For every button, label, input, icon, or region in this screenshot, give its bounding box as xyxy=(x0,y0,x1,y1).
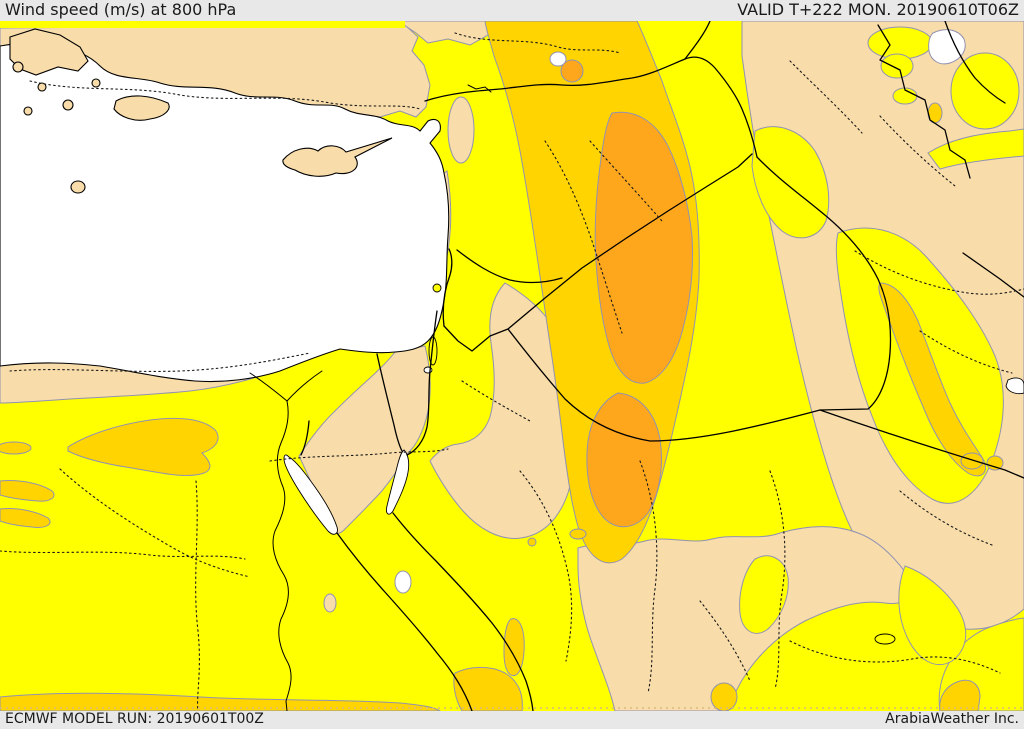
admin-syria-2 xyxy=(589,140,663,222)
saudi-orange-core xyxy=(586,392,662,528)
islet-1 xyxy=(12,61,24,73)
admin-south-1 xyxy=(789,640,1001,674)
ne-yellow-patch-2 xyxy=(950,52,1020,130)
ne-border-segment-2 xyxy=(877,24,971,179)
admin-egypt-diagonal xyxy=(59,468,251,578)
islet-2 xyxy=(37,82,47,92)
islet-3 xyxy=(62,99,74,111)
egypt-gold-sliver-3 xyxy=(0,508,51,528)
suez-canal xyxy=(300,420,310,456)
gulfs-and-lakes xyxy=(283,29,1024,645)
nile-delta-west-branch xyxy=(249,372,288,402)
red-sea-east-coast xyxy=(392,512,534,711)
iraq-orange-core xyxy=(594,111,693,384)
admin-syria-1 xyxy=(544,140,623,334)
syrian-coast-tan xyxy=(447,96,475,164)
admin-saudi-1 xyxy=(519,470,573,662)
sea-of-galilee xyxy=(432,283,442,293)
red-sea-gold-south xyxy=(453,666,523,711)
gulf-of-aqaba xyxy=(386,449,410,515)
red-sea-tan-islet xyxy=(323,593,337,613)
admin-jordan xyxy=(461,380,531,422)
admin-iran-4 xyxy=(919,330,1013,374)
israel-jordan-border xyxy=(406,310,438,456)
islet-5 xyxy=(23,106,33,116)
ne-yellow-oval-1 xyxy=(880,53,914,79)
model-run-label: ECMWF MODEL RUN: 20190601T00Z xyxy=(5,711,264,727)
islet-4 xyxy=(91,78,101,88)
egypt-gold-sliver-1 xyxy=(0,441,32,455)
islands-and-coast-overlays xyxy=(9,28,393,194)
red-sea-gold-strip xyxy=(503,618,525,677)
corner-gold-blob xyxy=(939,679,981,711)
admin-boundaries xyxy=(0,32,1024,711)
footer-bar: ECMWF MODEL RUN: 20190601T00Z ArabiaWeat… xyxy=(0,711,1024,729)
admin-south-2 xyxy=(699,600,751,682)
admin-egypt-horizontal xyxy=(0,550,246,560)
very-strong-band-regions xyxy=(560,59,693,528)
south-yellow-channel xyxy=(898,565,967,666)
egypt-gold-sliver-2 xyxy=(0,480,55,502)
islet-6 xyxy=(70,180,86,194)
admin-iran-3 xyxy=(854,250,1024,295)
wind-speed-map-svg xyxy=(0,21,1024,711)
admin-sinai xyxy=(269,448,449,462)
egypt-gold-main xyxy=(67,417,219,476)
cyprus-island xyxy=(282,137,393,177)
nile-delta-east-branch xyxy=(286,370,323,402)
iraq-iran-border xyxy=(756,156,892,411)
admin-saudi-3 xyxy=(769,470,786,690)
iran-gold-oval-1 xyxy=(960,452,984,470)
admin-egypt-coast xyxy=(9,352,311,372)
mediterranean-sea xyxy=(0,42,450,383)
turkey-lake-squiggle xyxy=(467,84,492,93)
weather-map xyxy=(0,21,1024,711)
iran-gold-oval-2 xyxy=(986,455,1004,471)
admin-egypt-vertical xyxy=(195,480,200,711)
east-edge-lake xyxy=(1005,377,1024,395)
iran-gold-band xyxy=(878,282,987,477)
south-yellow-intrusion xyxy=(739,555,789,634)
red-sea-calm-oval xyxy=(394,570,412,594)
syria-iraq-border xyxy=(507,153,753,330)
turkey-ne-border xyxy=(684,21,711,60)
lake-tuz xyxy=(549,51,567,67)
south-gold-blob xyxy=(710,682,738,711)
nw-iran-white-patch xyxy=(928,29,966,65)
red-sea-west-coast xyxy=(336,532,473,711)
sea-regions xyxy=(0,42,450,383)
valid-time-label: VALID T+222 MON. 20190610T06Z xyxy=(737,0,1019,19)
nile-river xyxy=(272,400,292,711)
south-lake-outline xyxy=(874,633,896,645)
egypt-israel-border xyxy=(376,353,403,452)
gold-dot-1 xyxy=(527,537,537,547)
north-orange-blob xyxy=(560,59,584,83)
saudi-iraq-border xyxy=(443,325,1024,479)
branding-label: ArabiaWeather Inc. xyxy=(885,711,1019,727)
gold-dot-2 xyxy=(569,528,587,540)
map-title: Wind speed (m/s) at 800 hPa xyxy=(5,0,237,19)
top-edge-yellow xyxy=(0,21,405,28)
se-turkey-yellow xyxy=(751,126,830,239)
syria-jordan-border xyxy=(456,249,563,284)
admin-iran-1 xyxy=(789,60,863,134)
country-borders xyxy=(249,21,1024,711)
admin-saudi-2 xyxy=(639,460,658,694)
rhodes-island xyxy=(113,95,170,121)
admin-turkey-2 xyxy=(454,32,621,54)
turkey-syria-iraq-border xyxy=(424,56,758,158)
bottom-left-gold-band xyxy=(0,692,441,711)
jordan-syria-north-border xyxy=(442,248,453,327)
admin-iran-5 xyxy=(899,490,993,546)
ne-border-segment-1 xyxy=(944,21,1006,104)
header-bar: Wind speed (m/s) at 800 hPa VALID T+222 … xyxy=(0,0,1024,21)
ne-yellow-band xyxy=(927,128,1024,170)
admin-iran-2 xyxy=(879,115,956,187)
